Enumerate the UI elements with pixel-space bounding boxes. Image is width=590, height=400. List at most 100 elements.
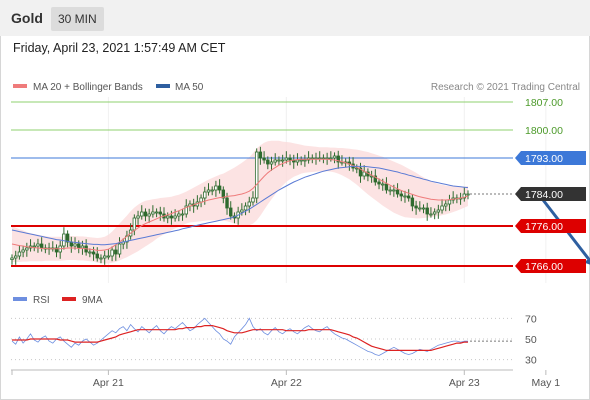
moving-averages [11, 158, 469, 251]
candle-body [332, 155, 337, 159]
candle-body [254, 151, 259, 199]
candle-body [221, 189, 226, 199]
candle-body [336, 155, 340, 163]
level-tag-1793.00 [515, 151, 586, 165]
ma50-line [11, 165, 469, 246]
rsi-ma-legend-label: 9MA [82, 295, 103, 306]
level-label-1766.00: 1766.00 [525, 261, 563, 273]
candle-body [358, 167, 363, 177]
candle-body [399, 193, 403, 197]
candle-body [418, 207, 422, 210]
candle-body [77, 243, 81, 249]
rsi-ma-line [12, 325, 468, 351]
rsi-tick-70: 70 [525, 313, 537, 325]
candle-body [199, 197, 203, 203]
level-tag-1784.00 [515, 187, 586, 201]
rsi-tick-50: 50 [525, 334, 537, 346]
ma20-legend-swatch [13, 84, 27, 88]
candle-body [403, 195, 407, 198]
candle-body [243, 205, 248, 211]
candle-body [32, 245, 36, 248]
candle-body [421, 207, 426, 210]
candle-body [425, 207, 429, 215]
candle-body [247, 201, 251, 207]
candle-body [466, 193, 470, 196]
rsi-ma-legend-swatch [62, 297, 76, 301]
candle-body [95, 253, 99, 259]
candles [10, 146, 470, 265]
candle-body [240, 209, 244, 213]
ma20-legend-label: MA 20 + Bollinger Bands [33, 82, 143, 93]
candle-body [284, 157, 289, 161]
candle-body [136, 215, 140, 219]
candle-body [80, 245, 85, 249]
level-label-1784.00: 1784.00 [525, 189, 563, 201]
candle-body [381, 183, 385, 186]
level-tag-1766.00 [515, 259, 586, 273]
candle-body [273, 159, 277, 163]
candle-body [110, 249, 114, 257]
timeframe-button[interactable]: 30 MIN [51, 7, 104, 31]
candle-body [406, 195, 411, 199]
level-label-1776.00: 1776.00 [525, 221, 563, 233]
x-axis: Apr 21 Apr 22 Apr 23 May 1 [11, 369, 561, 389]
candle-body [206, 189, 211, 193]
x-tick-label: Apr 23 [449, 377, 480, 389]
level-label-1807.00: 1807.00 [525, 97, 563, 109]
candle-body [355, 167, 359, 170]
candle-body [214, 185, 218, 191]
candle-body [147, 213, 151, 217]
candle-body [269, 161, 274, 165]
candle-body [158, 211, 162, 215]
candle-body [303, 159, 307, 162]
candle-body [184, 205, 188, 215]
candle-body [14, 255, 18, 259]
candle-body [414, 205, 418, 209]
candle-body [217, 185, 222, 191]
candle-body [258, 151, 263, 159]
candle-body [299, 159, 303, 162]
ma50-legend-swatch [156, 84, 170, 88]
candle-body [173, 215, 177, 219]
candle-body [225, 197, 229, 209]
instrument-title: Gold [11, 10, 43, 26]
candle-body [36, 243, 40, 247]
candle-body [151, 211, 155, 215]
title-bar: Gold 30 MIN [0, 0, 590, 36]
candle-body [62, 233, 66, 247]
candle-body [229, 207, 233, 217]
copyright-text: Research © 2021 Trading Central [431, 82, 580, 93]
candle-body [277, 159, 281, 162]
candle-body [73, 243, 77, 247]
candle-body [203, 191, 207, 199]
rsi-legend: RSI 9MA [13, 295, 103, 306]
candle-body [21, 249, 25, 253]
main-grid [107, 97, 547, 283]
candle-body [388, 189, 392, 192]
candle-body [177, 213, 181, 217]
x-tick-label: Apr 22 [271, 377, 302, 389]
x-tick-label: May 1 [532, 377, 561, 389]
ma50-legend-label: MA 50 [175, 82, 204, 93]
candle-body [436, 209, 441, 213]
level-labels: 1807.00 1800.00 1793.00 1784.00 1776.00 1766.… [515, 97, 586, 273]
bollinger-band [12, 140, 468, 264]
candle-body [262, 157, 266, 161]
ma20-line [11, 158, 469, 251]
candle-body [462, 193, 466, 199]
candle-body [362, 171, 366, 177]
candle-body [429, 213, 433, 216]
candle-body [432, 211, 437, 215]
candle-body [210, 189, 214, 192]
candle-body [166, 215, 170, 219]
rsi-panel: 70 50 30 [11, 313, 537, 367]
candle-body [143, 211, 148, 217]
candle-body [266, 159, 270, 165]
candle-body [392, 189, 396, 192]
x-tick-label: Apr 21 [93, 377, 124, 389]
bollinger-band-area [12, 140, 468, 264]
candle-body [17, 251, 22, 257]
candle-body [329, 157, 333, 160]
main-legend: MA 20 + Bollinger Bands MA 50 Research ©… [13, 82, 580, 93]
